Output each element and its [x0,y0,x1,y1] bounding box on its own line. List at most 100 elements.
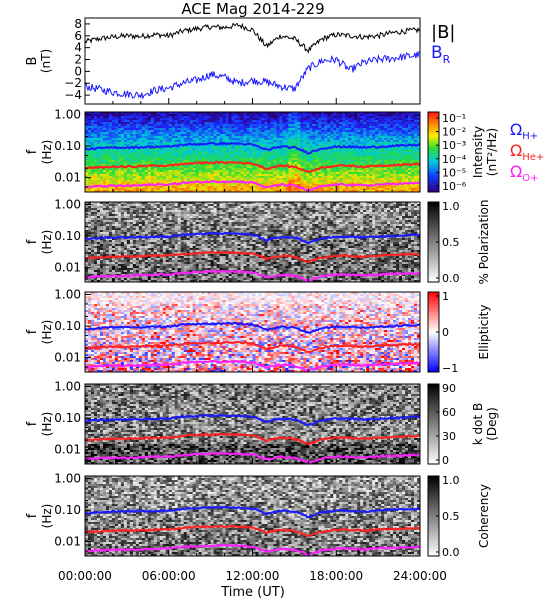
intensity-colorbar-tick-label: 10⁻³ [442,139,466,152]
kdotb-yunit: (Hz) [40,412,54,437]
intensity-yunit: (Hz) [40,140,54,165]
ellipticity-colorbar-tick-label: 0 [442,326,449,339]
legend-omega-o-symbol: Ω [510,162,522,181]
intensity-colorbar-unit: (nT²/Hz) [485,128,499,176]
intensity-ytick-label: 0.10 [54,139,81,153]
coherency-colorbar-tick-label: 0.0 [442,546,460,559]
ellipticity-colorbar-tick-label: −1 [442,362,458,375]
ellipticity-panel: 1.00 0.10 0.01 f (Hz) 1 0 −1 Ellipticity [25,287,491,375]
gyro-line-heplus [85,340,420,354]
gyro-line-hplus [85,231,420,245]
kdotb-spectrogram [85,384,420,464]
intensity-colorbar-label: Intensity [471,126,485,178]
legend-b-radial-sub: R [443,53,451,66]
coherency-colorbar-tick-label: 1.0 [442,474,460,487]
kdotb-colorbar-label: k dot B [471,403,485,445]
gyro-frequency-legend: ΩH+ ΩHe+ ΩO+ [510,120,544,184]
x-tick-label: 18:00:00 [309,569,363,583]
legend-omega-o: ΩO+ [510,162,538,184]
intensity-colorbar-tick-label: 10⁻² [442,126,466,139]
intensity-ytick-label: 1.00 [54,107,81,121]
coherency-colorbar-tick-label: 0.5 [442,510,460,523]
b-field-ytick-label: 2 [74,53,82,67]
ellipticity-spectrogram [85,292,420,372]
polarization-ylabel: f [25,239,40,244]
legend-omega-h: ΩH+ [510,120,538,142]
legend-b-magnitude: |B| [431,22,455,43]
legend-omega-he: ΩHe+ [510,141,544,163]
gyro-line-hplus [85,141,420,155]
coherency-spectrogram [85,476,420,556]
x-tick-label: 00:00:00 [58,569,112,583]
b-field-ylabel: B [25,57,40,66]
ellipticity-colorbar-label: Ellipticity [477,305,491,360]
gyro-line-heplus [85,524,420,537]
kdotb-ytick-label: 0.01 [54,443,81,457]
x-axis-label: Time (UT) [220,585,285,600]
polarization-colorbar-tick-label: 0.0 [442,272,460,285]
x-tick-label: 24:00:00 [393,569,447,583]
ellipticity-ylabel: f [25,329,40,334]
kdotb-colorbar-tick-label: 90 [442,382,456,395]
b-radial-line [84,50,421,100]
kdotb-ytick-label: 0.10 [54,411,81,425]
coherency-ylabel: f [25,513,40,518]
gyro-line-oplus [85,451,420,464]
b-magnitude-line [84,22,421,54]
polarization-colorbar-tick-label: 0.5 [442,236,460,249]
gyro-line-hplus [85,505,420,519]
intensity-colorbar [427,111,440,193]
polarization-ytick-label: 1.00 [54,197,81,211]
polarization-colorbar-tick-label: 1.0 [442,200,460,213]
coherency-ytick-label: 0.10 [54,503,81,517]
b-field-ytick-label: −4 [64,88,82,102]
legend-b-radial: BR [431,43,451,66]
kdotb-panel: 1.00 0.10 0.01 f (Hz) 90 60 30 0 k dot B (Deg) [25,379,499,467]
b-field-ytick-label: 4 [74,41,82,55]
ellipticity-yunit: (Hz) [40,320,54,345]
gyro-line-oplus [85,269,420,282]
legend-omega-h-symbol: Ω [510,120,522,139]
coherency-colorbar-label: Coherency [477,484,491,548]
intensity-ylabel: f [25,149,40,154]
kdotb-colorbar-tick-label: 30 [442,430,456,443]
kdotb-ylabel: f [25,421,40,426]
b-field-ytick-label: −2 [64,76,82,90]
intensity-ytick-label: 0.01 [54,171,81,185]
kdotb-ytick-label: 1.00 [54,379,81,393]
intensity-colorbar-tick-label: 10⁻¹ [442,112,466,125]
gyro-line-oplus [85,543,420,556]
x-tick-label: 12:00:00 [226,569,280,583]
legend-b-radial-main: B [431,43,443,63]
gyro-line-oplus [85,179,420,192]
gyro-line-heplus [85,432,420,446]
polarization-spectrogram [85,202,420,282]
ellipticity-ytick-label: 0.10 [54,319,81,333]
x-axis: 00:00:00 06:00:00 12:00:00 18:00:00 24:00:00 [58,98,447,583]
gyro-line-heplus [85,160,420,174]
figure-title: ACE Mag 2014-229 [181,0,324,18]
coherency-yunit: (Hz) [40,504,54,529]
gyro-line-hplus [85,413,420,427]
kdotb-colorbar-unit: (Deg) [485,407,499,441]
coherency-ytick-label: 1.00 [54,471,81,485]
x-tick-label: 06:00:00 [142,569,196,583]
polarization-ytick-label: 0.10 [54,229,81,243]
polarization-ytick-label: 0.01 [54,261,81,275]
b-field-ytick-label: 0 [74,64,82,78]
intensity-panel: 1.00 0.10 0.01 f (Hz) 10⁻¹10⁻²10⁻³10⁻⁴10⁻⁵10⁻… [25,107,499,193]
intensity-colorbar-tick-label: 10⁻⁴ [442,153,467,166]
b-field-ytick-label: 8 [74,17,82,31]
polarization-yunit: (Hz) [40,230,54,255]
b-field-ytick-label: 6 [74,29,82,43]
legend-omega-he-sub: He+ [522,152,544,163]
legend-omega-o-sub: O+ [522,173,538,184]
ellipticity-ytick-label: 0.01 [54,351,81,365]
gyro-line-heplus [85,250,420,263]
ellipticity-ytick-label: 1.00 [54,287,81,301]
polarization-panel: 1.00 0.10 0.01 f (Hz) 1.0 0.5 0.0 % Polarization [25,197,491,285]
gyro-line-oplus [85,359,420,372]
kdotb-colorbar-tick-label: 0 [442,454,449,467]
kdotb-colorbar-tick-label: 60 [442,406,456,419]
